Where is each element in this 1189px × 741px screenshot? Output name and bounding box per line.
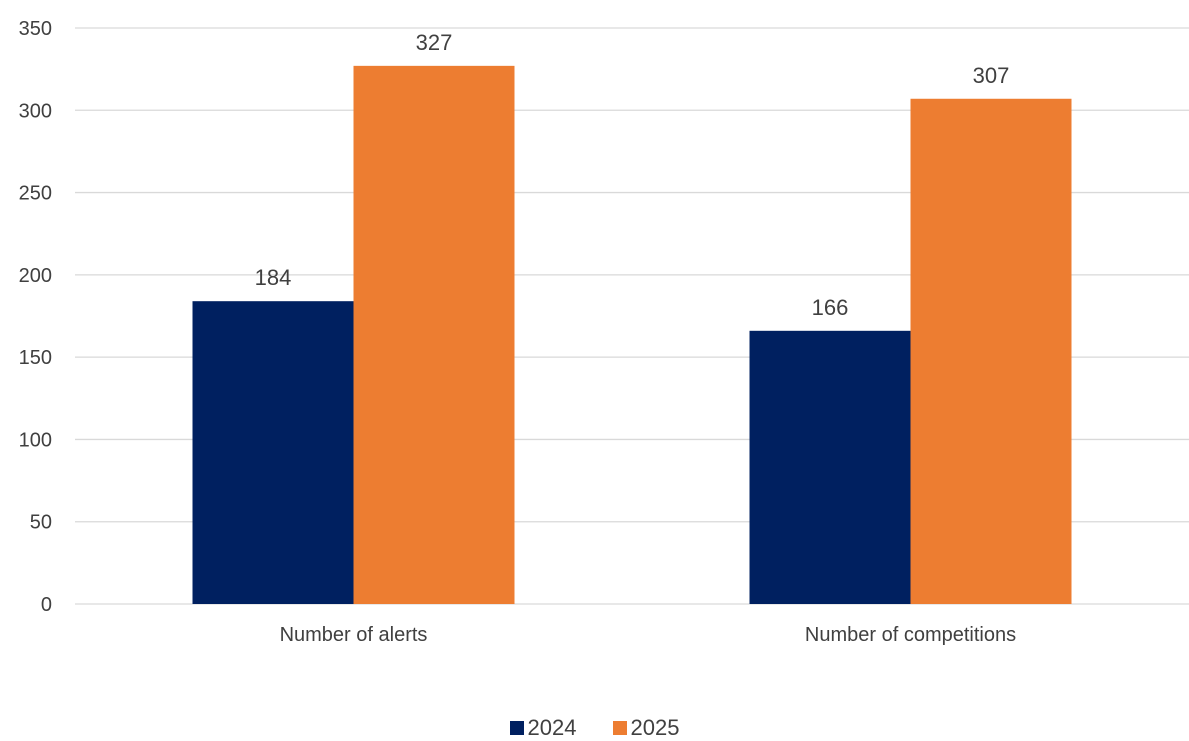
y-tick-label: 300 [19, 100, 52, 122]
data-label: 166 [812, 295, 849, 320]
y-tick-label: 200 [19, 265, 52, 287]
x-category-label: Number of competitions [805, 624, 1016, 646]
legend-label-2024: 2024 [527, 715, 577, 740]
data-label: 307 [973, 63, 1010, 88]
y-tick-label: 350 [19, 18, 52, 40]
legend-item-2025: 2025 [612, 715, 680, 741]
legend-swatch-2025 [612, 721, 627, 735]
legend-swatch-2024 [509, 721, 524, 735]
y-tick-label: 250 [19, 183, 52, 205]
bar-2025-0 [353, 65, 515, 604]
legend-label-2025: 2025 [630, 715, 680, 740]
data-label: 184 [255, 265, 292, 290]
y-tick-label: 100 [19, 429, 52, 451]
bar-2025-1 [910, 98, 1072, 604]
y-tick-label: 0 [41, 594, 52, 616]
y-tick-label: 50 [30, 512, 52, 534]
bar-2024-1 [749, 330, 911, 604]
x-category-label: Number of alerts [280, 624, 428, 646]
legend-item-2024: 2024 [509, 715, 577, 741]
y-tick-label: 150 [19, 347, 52, 369]
bar-2024-0 [192, 301, 354, 604]
bar-chart: 0 50 100 150 200 250 300 350 184 327 Number of ale… [19, 18, 1189, 646]
data-label: 327 [416, 30, 453, 55]
legend: 2024 2025 [0, 715, 1189, 741]
